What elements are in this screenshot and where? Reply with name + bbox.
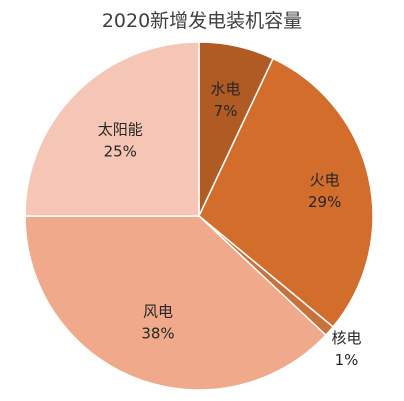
slice-label-nuclear: 核电 bbox=[331, 329, 361, 347]
slice-value-nuclear: 1% bbox=[335, 351, 359, 369]
slice-value-hydro: 7% bbox=[214, 102, 238, 120]
slice-label-hydro: 水电 bbox=[211, 80, 241, 98]
slice-label-wind: 风电 bbox=[143, 303, 173, 321]
pie-slice-solar bbox=[24, 41, 200, 217]
chart-title: 2020新增发电装机容量 bbox=[101, 10, 303, 32]
slice-value-wind: 38% bbox=[141, 325, 174, 343]
slice-label-thermal: 火电 bbox=[310, 171, 340, 189]
pie-slices bbox=[24, 41, 374, 391]
slice-value-thermal: 29% bbox=[308, 193, 341, 211]
pie-labels: 水电 7% 火电 29% 核电 1% 风电 38% 太阳能 25% bbox=[98, 80, 362, 369]
slice-value-solar: 25% bbox=[104, 142, 137, 160]
slice-label-solar: 太阳能 bbox=[98, 120, 143, 138]
pie-slice-wind bbox=[24, 215, 327, 391]
pie-slice-thermal bbox=[198, 57, 374, 328]
